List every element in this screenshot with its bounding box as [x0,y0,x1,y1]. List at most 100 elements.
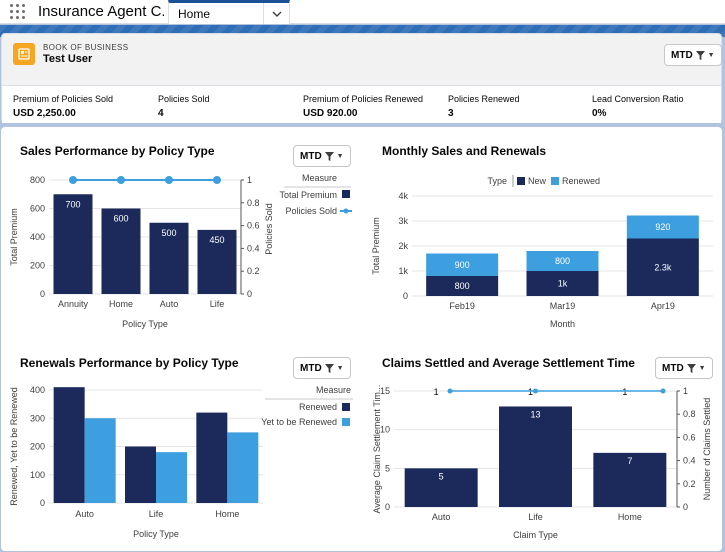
claims-bar [499,406,572,507]
claims-bar-label: 7 [627,456,632,466]
kpi-policies-sold: Policies Sold 4 [158,94,210,119]
monthly-bar-label: 800 [555,256,570,266]
monthly-x-axis-label: Month [550,319,575,329]
monthly-bar-new [426,276,499,296]
monthly-tick-label: 1k [398,266,408,276]
filter-label: MTD [662,362,684,374]
user-name: Test User [43,53,93,65]
claims-tick-label: 15 [380,386,390,396]
monthly-chart-title: Monthly Sales and Renewals [382,144,547,158]
renewals-legend-label: Renewed [299,402,337,412]
monthly-legend-swatch [551,177,559,185]
renewals-bar-yet-to-be-renewed [156,452,187,503]
header-filter-button[interactable]: MTD ▼ [664,44,722,66]
kpi-label: Lead Conversion Ratio [592,94,684,104]
sales-legend-label: Total Premium [279,190,337,200]
renewals-bar-renewed [53,387,85,503]
kpi-label: Premium of Policies Sold [13,94,114,104]
sales-tick-label: 0 [40,289,45,299]
claims-x-tick-label: Life [528,512,543,522]
global-header: Insurance Agent C... [0,0,725,24]
monthly-bar-new [626,238,699,296]
filter-label: MTD [671,49,693,61]
kpi-value: 3 [448,108,454,119]
monthly-bar-renewed [526,251,599,271]
contact-card-icon [13,43,35,65]
monthly-bar-renewed [426,253,499,276]
monthly-legend-title: Type [487,176,507,186]
monthly-bar-label: 900 [455,260,470,270]
sales-legend-label: Policies Sold [285,206,337,216]
monthly-tick-label: 3k [398,216,408,226]
filter-icon [324,363,334,373]
sales-y2-tick-label: 1 [247,175,252,185]
sales-tick-label: 600 [30,204,45,214]
tab-home[interactable]: Home [168,0,290,24]
filter-label: MTD [300,362,322,374]
sales-chart-title: Sales Performance by Policy Type [20,144,215,158]
kpi-label: Premium of Policies Renewed [303,94,424,104]
renewals-tick-label: 0 [40,498,45,508]
claims-line-label: 1 [528,387,533,397]
kpi-premium-sold: Premium of Policies Sold USD 2,250.00 [13,94,113,119]
chevron-down-icon[interactable] [263,3,289,24]
sales-x-tick-label: Home [109,299,133,309]
claims-line-point [533,388,538,394]
kpi-premium-renewed: Premium of Policies Renewed USD 920.00 [303,94,423,119]
caret-down-icon: ▼ [707,51,715,59]
sales-bar-label: 450 [209,235,224,245]
monthly-bar-new [526,271,599,296]
sales-filter-button[interactable]: MTD ▼ [293,145,351,167]
kpi-policies-renewed: Policies Renewed 3 [448,94,520,119]
waffle-icon [9,4,25,19]
book-of-business-label: BOOK OF BUSINESS [43,43,129,52]
kpi-value: 0% [592,108,607,119]
renewals-tick-label: 300 [30,413,45,423]
claims-line-point [660,388,666,394]
renewals-bar-yet-to-be-renewed [227,432,259,503]
claims-y2-axis-label: Number of Claims Settled [702,398,712,501]
sales-bar-label: 500 [161,228,176,238]
filter-icon [324,151,334,161]
sales-legend-swatch [342,190,350,198]
claims-bar [593,452,667,507]
renewals-filter-button[interactable]: MTD ▼ [293,357,351,379]
sales-line-point [117,176,125,184]
monthly-legend-swatch [517,177,525,185]
app-name: Insurance Agent C... [38,3,164,20]
kpi-value: USD 2,250.00 [13,108,76,119]
renewals-x-tick-label: Auto [75,509,94,519]
sales-bar [53,194,93,294]
monthly-x-tick-label: Mar19 [550,301,576,311]
sales-tick-label: 400 [30,232,45,242]
kpi-lead-conversion: Lead Conversion Ratio 0% [592,94,684,119]
renewals-legend-swatch [342,418,350,426]
renewals-bar-renewed [196,412,228,503]
sales-y2-tick-label: 0.6 [247,221,260,231]
claims-filter-button[interactable]: MTD ▼ [655,357,713,379]
dashboard-body: Sales Performance by Policy Type MTD ▼ M… [1,127,722,551]
kpi-label: Policies Renewed [448,94,520,104]
kpi-value: USD 920.00 [303,108,358,119]
sales-legend-point [343,208,349,214]
claims-line-point [447,388,453,394]
monthly-bar-label: 1k [558,279,568,289]
renewals-chart-title: Renewals Performance by Policy Type [20,356,239,370]
claims-x-tick-label: Home [618,512,642,522]
sales-x-axis-label: Policy Type [122,319,168,329]
sales-bar-label: 600 [113,214,128,224]
monthly-x-tick-label: Feb19 [449,301,475,311]
monthly-tick-label: 0 [403,291,408,301]
app-launcher-button[interactable] [0,0,34,24]
monthly-x-tick-label: Apr19 [651,301,675,311]
claims-y2-tick-label: 0.2 [683,479,696,489]
sales-x-tick-label: Auto [160,299,179,309]
renewals-tick-label: 200 [30,442,45,452]
monthly-y-axis-label: Total Premium [371,217,381,275]
caret-down-icon: ▼ [336,152,344,160]
sales-line-point [165,176,173,184]
sales-bar [149,222,189,294]
sales-legend-title: Measure [302,173,337,183]
claims-y2-tick-label: 0 [683,502,688,512]
sales-tick-label: 800 [30,175,45,185]
